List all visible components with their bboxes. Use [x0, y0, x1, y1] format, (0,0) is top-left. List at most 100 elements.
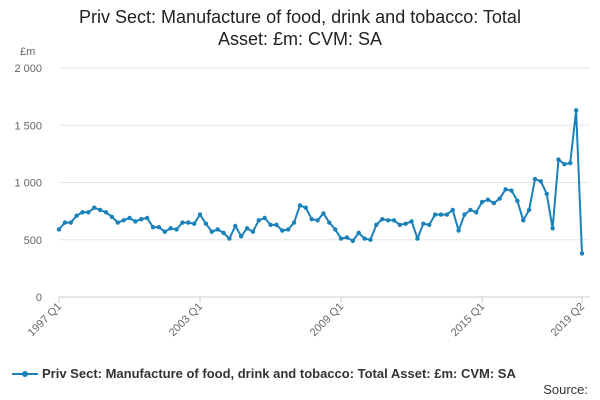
data-point[interactable] — [197, 212, 203, 217]
data-point[interactable] — [221, 230, 226, 236]
data-point[interactable] — [227, 236, 232, 241]
data-point[interactable] — [109, 214, 115, 220]
data-point[interactable] — [127, 215, 132, 221]
data-point[interactable] — [315, 218, 320, 223]
chart-title-line-2: Asset: £m: CVM: SA — [217, 29, 383, 49]
data-point[interactable] — [92, 205, 97, 210]
data-point[interactable] — [374, 222, 379, 228]
data-point[interactable] — [168, 226, 173, 231]
data-point[interactable] — [186, 220, 191, 225]
data-point[interactable] — [238, 234, 244, 239]
data-point[interactable] — [427, 222, 432, 228]
data-point[interactable] — [544, 191, 549, 197]
data-point[interactable] — [332, 227, 338, 232]
data-point[interactable] — [180, 220, 185, 225]
legend[interactable]: Priv Sect: Manufacture of food, drink an… — [12, 366, 516, 381]
gridlines — [59, 67, 590, 298]
data-point[interactable] — [115, 220, 120, 225]
data-point[interactable] — [479, 199, 485, 205]
data-point[interactable] — [209, 229, 214, 234]
data-point[interactable] — [68, 220, 73, 225]
data-point[interactable] — [268, 222, 273, 228]
data-point[interactable] — [391, 218, 397, 223]
data-point[interactable] — [309, 216, 314, 222]
data-point[interactable] — [327, 220, 332, 225]
data-point[interactable] — [150, 224, 156, 230]
data-point[interactable] — [62, 220, 68, 225]
data-point[interactable] — [556, 157, 561, 162]
data-point[interactable] — [474, 210, 479, 215]
data-point[interactable] — [468, 207, 473, 213]
data-point[interactable] — [503, 187, 508, 192]
data-point[interactable] — [497, 196, 502, 201]
data-point[interactable] — [573, 108, 579, 113]
data-point[interactable] — [568, 160, 573, 166]
data-point[interactable] — [350, 238, 356, 244]
data-point[interactable] — [215, 227, 220, 232]
data-point[interactable] — [538, 179, 544, 184]
data-point[interactable] — [550, 226, 555, 231]
legend-label: Priv Sect: Manufacture of food, drink an… — [42, 366, 516, 381]
data-point[interactable] — [579, 251, 585, 256]
data-point[interactable] — [233, 223, 238, 229]
data-point[interactable] — [338, 236, 344, 241]
data-point[interactable] — [397, 222, 403, 228]
data-point[interactable] — [80, 210, 85, 215]
data-point[interactable] — [203, 221, 209, 226]
data-point[interactable] — [303, 205, 309, 210]
data-point[interactable] — [121, 218, 126, 223]
data-point[interactable] — [139, 216, 144, 222]
data-point[interactable] — [509, 188, 514, 193]
x-tick-label: 2009 Q1 — [308, 301, 346, 339]
data-point[interactable] — [409, 219, 414, 224]
data-point[interactable] — [156, 224, 162, 230]
y-tick-label: 1 000 — [14, 178, 42, 190]
data-point[interactable] — [456, 228, 461, 233]
data-point[interactable] — [562, 161, 567, 167]
data-point[interactable] — [97, 207, 103, 213]
data-point[interactable] — [521, 218, 526, 223]
data-point[interactable] — [285, 227, 291, 232]
data-point[interactable] — [432, 212, 438, 217]
data-point[interactable] — [485, 197, 491, 202]
data-point[interactable] — [262, 215, 267, 221]
data-point[interactable] — [321, 211, 326, 216]
data-point[interactable] — [444, 212, 450, 217]
data-point[interactable] — [291, 220, 297, 225]
data-point[interactable] — [297, 203, 303, 208]
data-point[interactable] — [491, 200, 497, 206]
data-point[interactable] — [86, 210, 91, 215]
data-point[interactable] — [356, 230, 361, 236]
data-point[interactable] — [244, 226, 250, 231]
data-point[interactable] — [74, 213, 79, 218]
x-tick-label: 1997 Q1 — [26, 301, 64, 339]
data-point[interactable] — [191, 221, 197, 226]
data-point[interactable] — [344, 235, 350, 240]
data-point[interactable] — [415, 236, 420, 241]
data-point[interactable] — [368, 237, 373, 242]
data-point[interactable] — [526, 207, 532, 213]
data-point[interactable] — [174, 227, 179, 232]
data-point[interactable] — [403, 221, 408, 226]
data-point[interactable] — [421, 221, 426, 226]
data-point[interactable] — [250, 229, 256, 234]
data-point[interactable] — [532, 176, 538, 182]
data-point[interactable] — [515, 198, 520, 204]
source-label: Source: — [543, 382, 588, 397]
data-point[interactable] — [462, 212, 467, 217]
data-point[interactable] — [450, 207, 455, 213]
data-point[interactable] — [274, 222, 279, 228]
data-point[interactable] — [438, 212, 444, 217]
data-point[interactable] — [144, 215, 150, 221]
data-point[interactable] — [280, 228, 285, 233]
data-point[interactable] — [103, 210, 109, 215]
data-point[interactable] — [256, 218, 261, 223]
data-point[interactable] — [385, 218, 391, 223]
data-point[interactable] — [133, 219, 138, 224]
data-point[interactable] — [162, 229, 167, 234]
data-point[interactable] — [380, 216, 385, 222]
data-point[interactable] — [362, 236, 367, 241]
x-axis: 1997 Q1 2003 Q1 2009 Q1 2015 Q1 2019 Q2 — [26, 297, 587, 339]
data-point[interactable] — [56, 227, 62, 232]
